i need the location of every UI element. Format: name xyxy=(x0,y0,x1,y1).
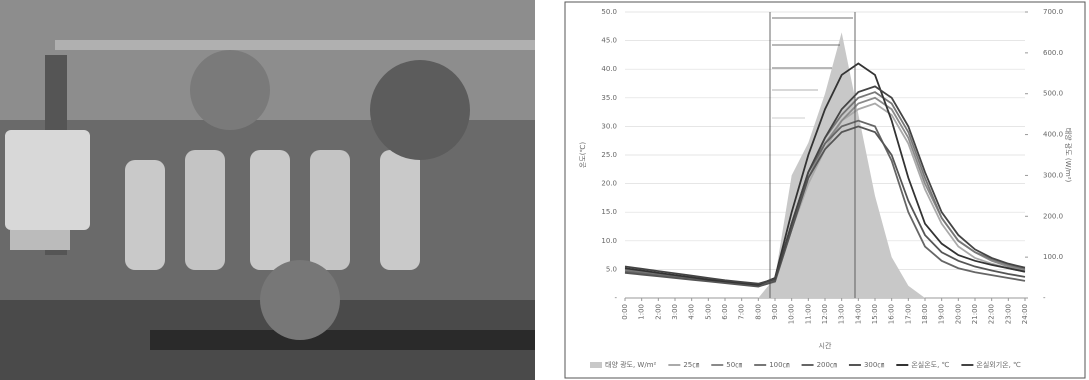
x-tick-label: 5:00 xyxy=(704,304,712,320)
x-tick-label: 15:00 xyxy=(871,304,879,324)
x-tick-label: 22:00 xyxy=(988,304,996,324)
x-tick-label: 17:00 xyxy=(904,304,912,324)
y2-tick-label: - xyxy=(1043,294,1046,302)
x-tick-label: 12:00 xyxy=(821,304,829,324)
legend-label: 온실외기온, ℃ xyxy=(976,360,1021,369)
y2-tick-label: 600.0 xyxy=(1043,49,1063,57)
y2-axis-title: 태양 광도 (W/m²) xyxy=(1064,128,1072,183)
y-tick-label: 5.0 xyxy=(606,265,617,273)
photo xyxy=(0,0,535,380)
x-tick-label: 3:00 xyxy=(671,304,679,320)
x-tick-label: 4:00 xyxy=(688,304,696,320)
x-tick-label: 1:00 xyxy=(638,304,646,320)
y-tick-label: 15.0 xyxy=(601,208,617,216)
y-tick-label: 30.0 xyxy=(601,122,617,130)
temperature-line xyxy=(624,85,1026,285)
y-tick-label: 35.0 xyxy=(601,94,617,102)
solar-area xyxy=(625,32,1025,299)
x-tick-label: 10:00 xyxy=(788,304,796,324)
legend-label: 300㎝ xyxy=(864,361,884,369)
y-tick-label: 25.0 xyxy=(601,151,617,159)
annotation-arrows xyxy=(769,12,856,298)
legend-swatch xyxy=(590,362,602,368)
y2-tick-label: 200.0 xyxy=(1043,212,1063,220)
x-tick-label: 9:00 xyxy=(771,304,779,320)
x-tick-label: 18:00 xyxy=(921,304,929,324)
y-tick-label: - xyxy=(614,294,617,302)
x-tick-label: 24:00 xyxy=(1021,304,1029,324)
x-tick-label: 23:00 xyxy=(1004,304,1012,324)
y2-tick-label: 500.0 xyxy=(1043,90,1063,98)
legend-label: 50㎝ xyxy=(726,361,742,369)
x-tick-label: 13:00 xyxy=(838,304,846,324)
legend-label: 25㎝ xyxy=(683,361,699,369)
y-tick-label: 45.0 xyxy=(601,37,617,45)
x-tick-label: 19:00 xyxy=(938,304,946,324)
x-tick-label: 21:00 xyxy=(971,304,979,324)
x-tick-label: 0:00 xyxy=(621,304,629,320)
y2-tick-label: 400.0 xyxy=(1043,131,1063,139)
x-tick-label: 11:00 xyxy=(804,304,812,324)
x-tick-label: 16:00 xyxy=(888,304,896,324)
y2-tick-label: 100.0 xyxy=(1043,253,1063,261)
y-tick-label: 40.0 xyxy=(601,65,617,73)
y-tick-label: 50.0 xyxy=(601,8,617,16)
y2-tick-label: 300.0 xyxy=(1043,171,1063,179)
y2-tick-label: 700.0 xyxy=(1043,8,1063,16)
temperature-line xyxy=(624,125,1026,288)
x-tick-label: 2:00 xyxy=(654,304,662,320)
legend-label: 태양 광도, W/m² xyxy=(605,361,657,369)
x-axis-title: 시간 xyxy=(819,341,832,350)
x-tick-label: 6:00 xyxy=(721,304,729,320)
y-axis-title: 온도(℃) xyxy=(579,142,587,168)
temperature-line xyxy=(624,119,1026,287)
x-tick-label: 14:00 xyxy=(854,304,862,324)
legend-label: 온실온도, ℃ xyxy=(911,360,949,369)
temperature-line xyxy=(624,62,1026,286)
legend-label: 200㎝ xyxy=(817,361,837,369)
x-tick-label: 7:00 xyxy=(738,304,746,320)
y-tick-label: 20.0 xyxy=(601,180,617,188)
legend-label: 100㎝ xyxy=(769,361,789,369)
x-tick-label: 8:00 xyxy=(754,304,762,320)
x-tick-label: 20:00 xyxy=(954,304,962,324)
plot xyxy=(624,11,1028,301)
y-tick-label: 10.0 xyxy=(601,237,617,245)
